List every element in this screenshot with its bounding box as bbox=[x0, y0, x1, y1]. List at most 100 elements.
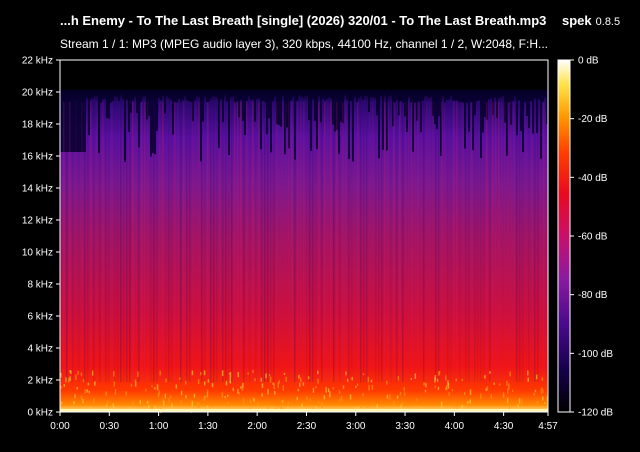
high-frequency-column bbox=[468, 60, 470, 132]
texture-streak bbox=[360, 102, 362, 382]
high-frequency-column bbox=[192, 60, 194, 122]
low-frequency-speckle bbox=[169, 395, 172, 399]
low-frequency-speckle bbox=[63, 383, 66, 387]
low-frequency-speckle bbox=[469, 399, 472, 404]
y-tick-label: 14 kHz bbox=[22, 184, 53, 195]
texture-streak bbox=[69, 102, 71, 382]
low-frequency-speckle bbox=[94, 381, 96, 386]
texture-streak bbox=[228, 102, 230, 382]
low-frequency-speckle bbox=[86, 389, 88, 393]
low-frequency-speckle bbox=[351, 376, 353, 381]
low-frequency-speckle bbox=[342, 385, 345, 389]
high-frequency-column bbox=[536, 60, 538, 133]
texture-streak bbox=[171, 102, 173, 382]
texture-streak bbox=[216, 102, 218, 382]
texture-streak bbox=[81, 102, 83, 382]
texture-streak bbox=[258, 102, 260, 382]
texture-streak bbox=[246, 102, 248, 382]
high-frequency-column bbox=[200, 60, 202, 162]
texture-streak bbox=[522, 102, 524, 382]
high-frequency-column bbox=[504, 60, 506, 123]
low-frequency-speckle bbox=[242, 398, 245, 404]
low-frequency-speckle bbox=[467, 401, 469, 404]
low-frequency-speckle bbox=[105, 404, 108, 407]
low-frequency-speckle bbox=[317, 378, 319, 384]
texture-streak bbox=[72, 102, 74, 382]
texture-streak bbox=[501, 102, 503, 382]
x-tick-label: 2:00 bbox=[247, 421, 267, 432]
low-frequency-speckle bbox=[502, 394, 505, 398]
low-frequency-speckle bbox=[445, 387, 447, 390]
texture-streak bbox=[327, 102, 329, 382]
low-frequency-speckle bbox=[180, 390, 183, 396]
low-frequency-speckle bbox=[282, 385, 285, 391]
y-tick-label: 18 kHz bbox=[22, 120, 53, 131]
texture-streak bbox=[306, 102, 308, 382]
low-frequency-speckle bbox=[397, 376, 400, 381]
texture-streak bbox=[213, 102, 215, 382]
texture-streak bbox=[345, 102, 347, 382]
low-frequency-speckle bbox=[198, 402, 200, 408]
texture-streak bbox=[153, 102, 155, 382]
low-frequency-speckle bbox=[463, 392, 466, 396]
low-frequency-speckle bbox=[180, 400, 182, 406]
texture-streak bbox=[201, 102, 203, 382]
high-frequency-column bbox=[342, 60, 344, 124]
low-frequency-speckle bbox=[287, 401, 289, 407]
low-frequency-speckle bbox=[456, 405, 458, 411]
low-frequency-speckle bbox=[399, 406, 401, 411]
texture-streak bbox=[219, 102, 221, 382]
low-frequency-speckle bbox=[146, 400, 149, 404]
low-frequency-speckle bbox=[225, 380, 228, 386]
low-frequency-speckle bbox=[74, 394, 76, 399]
texture-streak bbox=[264, 102, 266, 382]
low-frequency-speckle bbox=[280, 407, 282, 411]
texture-streak bbox=[414, 102, 416, 382]
low-frequency-speckle bbox=[151, 405, 154, 410]
high-frequency-column bbox=[242, 60, 244, 121]
low-frequency-speckle bbox=[371, 403, 374, 407]
low-frequency-speckle bbox=[228, 372, 231, 376]
app-name-label: spek bbox=[562, 13, 592, 28]
x-tick-label: 2:30 bbox=[297, 421, 317, 432]
texture-streak bbox=[321, 102, 323, 382]
low-frequency-speckle bbox=[88, 390, 90, 394]
low-frequency-speckle bbox=[60, 401, 63, 405]
plot-frame bbox=[59, 59, 549, 413]
low-frequency-speckle bbox=[241, 387, 244, 391]
low-frequency-speckle bbox=[434, 385, 437, 388]
low-frequency-speckle bbox=[261, 383, 264, 388]
low-frequency-speckle bbox=[68, 377, 70, 383]
low-frequency-speckle bbox=[368, 384, 370, 391]
low-frequency-speckle bbox=[165, 378, 167, 383]
high-frequency-column bbox=[128, 60, 130, 132]
texture-streak bbox=[495, 102, 497, 382]
texture-streak bbox=[378, 102, 380, 382]
texture-streak bbox=[471, 102, 473, 382]
low-frequency-speckle bbox=[210, 405, 212, 408]
texture-streak bbox=[126, 102, 128, 382]
high-frequency-column bbox=[516, 60, 518, 136]
low-frequency-speckle bbox=[113, 381, 116, 387]
high-frequency-column bbox=[316, 60, 318, 150]
low-frequency-speckle bbox=[163, 400, 165, 406]
texture-streak bbox=[252, 102, 254, 382]
low-frequency-speckle bbox=[461, 378, 464, 382]
low-frequency-speckle bbox=[184, 380, 187, 385]
high-frequency-column bbox=[72, 60, 74, 152]
low-frequency-speckle bbox=[191, 370, 194, 376]
low-frequency-speckle bbox=[84, 389, 86, 394]
high-frequency-column bbox=[82, 60, 84, 152]
texture-streak bbox=[498, 102, 500, 382]
low-frequency-speckle bbox=[448, 392, 450, 396]
texture-streak bbox=[207, 102, 209, 382]
low-frequency-speckle bbox=[490, 393, 493, 399]
low-frequency-speckle bbox=[130, 383, 133, 387]
low-frequency-speckle bbox=[315, 385, 317, 389]
low-frequency-speckle bbox=[309, 398, 311, 402]
low-frequency-speckle bbox=[154, 387, 156, 390]
above-cutoff-region bbox=[60, 60, 548, 90]
high-frequency-column bbox=[320, 60, 322, 123]
low-frequency-speckle bbox=[438, 371, 441, 375]
low-frequency-speckle bbox=[521, 399, 523, 405]
